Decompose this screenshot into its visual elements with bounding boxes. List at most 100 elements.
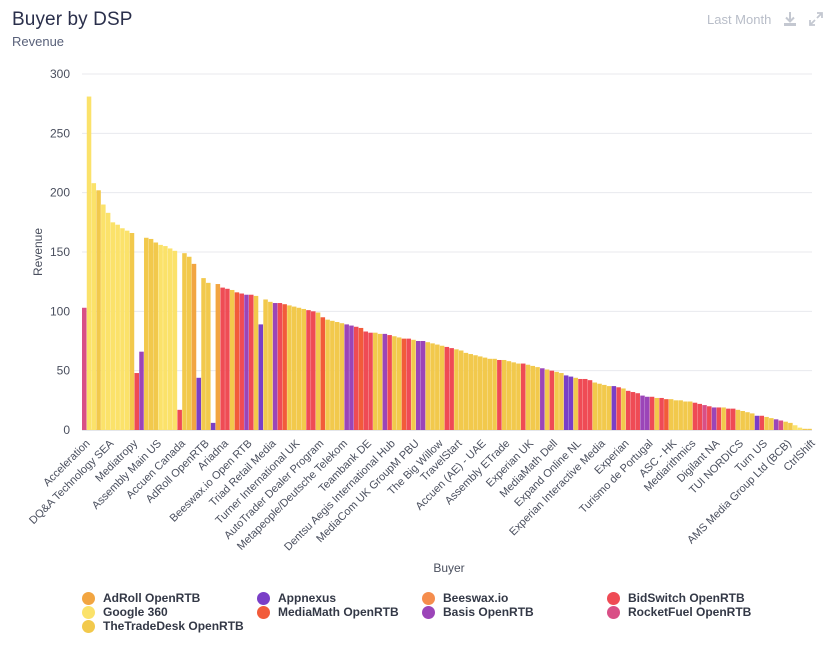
bar[interactable]: [134, 373, 139, 430]
bar[interactable]: [645, 396, 650, 430]
bar[interactable]: [740, 411, 745, 430]
bar[interactable]: [291, 306, 297, 430]
bar[interactable]: [206, 282, 211, 430]
bar[interactable]: [554, 371, 559, 430]
bar[interactable]: [659, 397, 664, 430]
bar[interactable]: [463, 352, 469, 430]
bar[interactable]: [306, 310, 311, 430]
bar[interactable]: [96, 190, 101, 430]
bar[interactable]: [320, 317, 326, 430]
bar[interactable]: [540, 368, 545, 430]
bar[interactable]: [406, 338, 411, 430]
bar[interactable]: [702, 405, 707, 430]
bar[interactable]: [148, 238, 154, 430]
bar[interactable]: [530, 365, 536, 430]
bar[interactable]: [339, 323, 345, 430]
legend-item[interactable]: BidSwitch OpenRTB: [607, 591, 745, 605]
bar[interactable]: [783, 421, 788, 430]
bar[interactable]: [764, 416, 769, 430]
bar[interactable]: [582, 378, 588, 430]
bar[interactable]: [91, 183, 97, 430]
bar[interactable]: [277, 303, 283, 430]
bar[interactable]: [263, 299, 268, 430]
bar[interactable]: [258, 324, 264, 430]
bar[interactable]: [597, 383, 602, 430]
bar[interactable]: [425, 342, 431, 430]
bar[interactable]: [268, 301, 273, 430]
bar[interactable]: [692, 402, 698, 430]
bar[interactable]: [563, 375, 569, 430]
bar[interactable]: [769, 418, 774, 430]
bar[interactable]: [311, 311, 316, 430]
bar[interactable]: [129, 233, 135, 430]
bar[interactable]: [482, 357, 488, 430]
bar[interactable]: [296, 307, 302, 430]
bar[interactable]: [730, 408, 736, 430]
bar[interactable]: [144, 237, 149, 430]
bar[interactable]: [559, 373, 564, 430]
bar[interactable]: [430, 343, 435, 430]
bar[interactable]: [802, 428, 807, 430]
bar[interactable]: [396, 337, 402, 430]
bar[interactable]: [497, 359, 502, 430]
bar[interactable]: [401, 338, 407, 430]
bar[interactable]: [101, 204, 106, 430]
bar[interactable]: [196, 377, 202, 430]
bar[interactable]: [282, 304, 287, 430]
bar[interactable]: [139, 351, 144, 430]
download-icon[interactable]: [781, 10, 799, 33]
bar[interactable]: [716, 407, 722, 430]
bar[interactable]: [158, 244, 163, 430]
bar[interactable]: [153, 242, 159, 430]
bar[interactable]: [373, 332, 378, 430]
bar[interactable]: [191, 263, 197, 430]
bar[interactable]: [687, 401, 693, 430]
bar[interactable]: [535, 367, 540, 430]
bar[interactable]: [516, 363, 521, 430]
bar[interactable]: [420, 341, 426, 430]
bar[interactable]: [606, 386, 612, 430]
bar[interactable]: [616, 387, 621, 430]
bar[interactable]: [573, 377, 578, 430]
bar[interactable]: [735, 409, 741, 430]
bar[interactable]: [234, 292, 240, 430]
bar[interactable]: [120, 228, 125, 430]
bar[interactable]: [253, 295, 259, 430]
bar[interactable]: [707, 406, 712, 430]
bar[interactable]: [220, 287, 225, 430]
bar[interactable]: [439, 345, 445, 430]
bar[interactable]: [506, 361, 512, 430]
bar[interactable]: [368, 332, 373, 430]
bar[interactable]: [167, 248, 173, 430]
date-range-selector[interactable]: Last Month: [707, 12, 772, 27]
bar[interactable]: [697, 403, 703, 430]
bar[interactable]: [82, 307, 87, 430]
bar[interactable]: [225, 288, 230, 430]
bar[interactable]: [473, 355, 478, 430]
bar[interactable]: [511, 362, 516, 430]
bar[interactable]: [754, 415, 760, 430]
bar[interactable]: [492, 358, 497, 430]
bar[interactable]: [683, 401, 688, 430]
bar[interactable]: [773, 419, 779, 430]
bar[interactable]: [749, 413, 755, 430]
bar[interactable]: [344, 324, 349, 430]
bar[interactable]: [349, 325, 354, 430]
bar[interactable]: [759, 415, 765, 430]
bar[interactable]: [392, 336, 397, 430]
bar[interactable]: [458, 350, 464, 430]
bar[interactable]: [525, 364, 531, 430]
bar[interactable]: [115, 224, 120, 430]
bar[interactable]: [468, 354, 473, 430]
bar[interactable]: [544, 369, 550, 430]
bar[interactable]: [654, 397, 660, 430]
bar[interactable]: [124, 230, 130, 430]
legend-item[interactable]: AdRoll OpenRTB: [82, 591, 200, 605]
legend-item[interactable]: TheTradeDesk OpenRTB: [82, 619, 244, 633]
bar[interactable]: [363, 331, 369, 430]
bar[interactable]: [797, 427, 803, 430]
bar[interactable]: [301, 308, 306, 430]
bar[interactable]: [201, 278, 206, 430]
bar[interactable]: [330, 320, 335, 430]
legend-item[interactable]: Beeswax.io: [422, 591, 508, 605]
